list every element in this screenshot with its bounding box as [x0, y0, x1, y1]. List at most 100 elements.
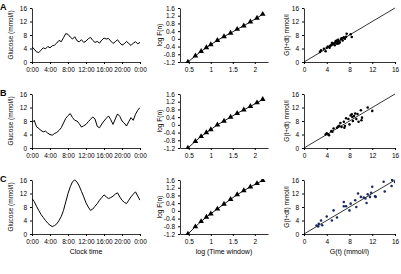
- y-tick: 8: [23, 204, 32, 211]
- y-tick: 8: [295, 118, 304, 125]
- x-tick-mark: [327, 148, 328, 150]
- x-tick-mark: [50, 234, 51, 236]
- y-tick-mark: [30, 8, 32, 9]
- scatter-point: [337, 42, 340, 45]
- x-tick-label: 12: [369, 238, 377, 245]
- x-axis-line: [33, 234, 141, 235]
- x-tick-label: 0:00: [134, 238, 147, 245]
- x-tick: 8:00: [62, 234, 75, 245]
- y-axis: 0481216: [20, 177, 33, 238]
- x-axis-title: log (Time window): [196, 248, 253, 256]
- y-tick-mark: [178, 62, 180, 63]
- y-tick-label: 0: [23, 59, 27, 66]
- scatter-point: [370, 192, 373, 195]
- y-tick-mark: [178, 23, 180, 24]
- y-tick-mark: [178, 39, 180, 40]
- x-tick: 1.5: [229, 234, 238, 245]
- y-tick-label: 16: [20, 5, 28, 12]
- x-tick-mark: [68, 234, 69, 236]
- x-tick-mark: [211, 234, 212, 236]
- y-tick-mark: [178, 31, 180, 32]
- x-tick-label: 12: [369, 66, 377, 73]
- y-tick-label: 16: [292, 91, 300, 98]
- x-tick-mark: [233, 62, 234, 64]
- y-tick: -0.4: [164, 215, 180, 222]
- y-tick-mark: [302, 207, 304, 208]
- x-tick-label: 16: [392, 152, 400, 159]
- x-axis: 0481216: [303, 148, 400, 159]
- x-tick: 1: [209, 148, 213, 159]
- x-tick-mark: [233, 234, 234, 236]
- plot-area: [32, 108, 140, 136]
- panel: 0.511.52-1.2-0.8-0.400.40.81.21.6log F(n…: [156, 5, 269, 73]
- panel: 0.511.52-1.2-0.8-0.400.40.81.21.6log F(n…: [156, 91, 269, 159]
- x-tick: 20:00: [114, 62, 131, 73]
- y-tick-label: 16: [292, 5, 300, 12]
- x-tick-label: 0: [303, 152, 307, 159]
- y-tick: 12: [20, 18, 32, 25]
- series-marker: [185, 145, 191, 149]
- x-tick-mark: [104, 148, 105, 150]
- x-tick-mark: [350, 234, 351, 236]
- series-line: [188, 99, 263, 148]
- x-tick: 0:00: [26, 62, 39, 73]
- y-tick-label: 16: [20, 91, 28, 98]
- panel: 0:004:008:0012:0016:0020:000:000481216BG…: [0, 88, 147, 159]
- y-tick-mark: [178, 180, 180, 181]
- y-axis-line: [304, 9, 305, 63]
- scatter-point: [371, 110, 374, 113]
- x-axis: 0.511.52: [181, 148, 269, 159]
- y-tick-mark: [178, 140, 180, 141]
- y-tick: 0.8: [166, 192, 180, 199]
- x-tick-mark: [68, 62, 69, 64]
- y-tick: -0.8: [164, 51, 180, 58]
- scatter-point: [335, 40, 338, 43]
- y-tick: 8: [295, 204, 304, 211]
- series-marker: [234, 110, 240, 115]
- x-tick: 8: [348, 62, 352, 73]
- y-tick-label: 12: [292, 190, 300, 197]
- scatter-point: [325, 215, 328, 218]
- y-tick-label: 0: [171, 121, 175, 128]
- y-tick-mark: [30, 62, 32, 63]
- plot-area: [304, 8, 395, 62]
- x-tick-mark: [68, 148, 69, 150]
- x-tick: 2: [253, 234, 257, 245]
- y-tick: 1.6: [166, 177, 180, 184]
- plot-area: [32, 180, 140, 227]
- scatter-point: [341, 39, 344, 42]
- y-tick-label: 8: [295, 118, 299, 125]
- x-tick: 0:00: [26, 234, 39, 245]
- y-tick-mark: [178, 117, 180, 118]
- x-tick-label: 1: [209, 238, 213, 245]
- y-tick-label: -0.4: [164, 129, 176, 136]
- x-tick: 12:00: [78, 234, 95, 245]
- x-tick: 16:00: [96, 62, 113, 73]
- x-tick: 0: [303, 62, 307, 73]
- x-tick-mark: [86, 62, 87, 64]
- scatter-point: [347, 118, 350, 121]
- y-tick: 16: [20, 5, 32, 12]
- y-tick-label: 0: [171, 207, 175, 214]
- y-axis-line: [304, 181, 305, 235]
- series-marker: [221, 118, 227, 123]
- x-tick: 2: [253, 62, 257, 73]
- x-tick: 16: [392, 62, 400, 73]
- series-marker: [228, 30, 234, 35]
- y-tick-mark: [178, 226, 180, 227]
- y-tick-mark: [302, 22, 304, 23]
- y-tick: 8: [23, 118, 32, 125]
- y-tick: 4: [23, 217, 32, 224]
- series-marker: [204, 214, 210, 219]
- y-tick: -1.2: [164, 59, 180, 66]
- y-tick: 0: [171, 121, 180, 128]
- scatter-point: [331, 131, 334, 134]
- x-axis-title: Clock time: [70, 248, 103, 255]
- x-tick-label: 4: [325, 238, 329, 245]
- plot-area: [32, 34, 140, 53]
- x-tick-mark: [327, 234, 328, 236]
- scatter-point: [384, 190, 387, 193]
- series-marker: [234, 191, 240, 196]
- series-marker: [248, 19, 254, 24]
- scatter-point: [335, 40, 338, 43]
